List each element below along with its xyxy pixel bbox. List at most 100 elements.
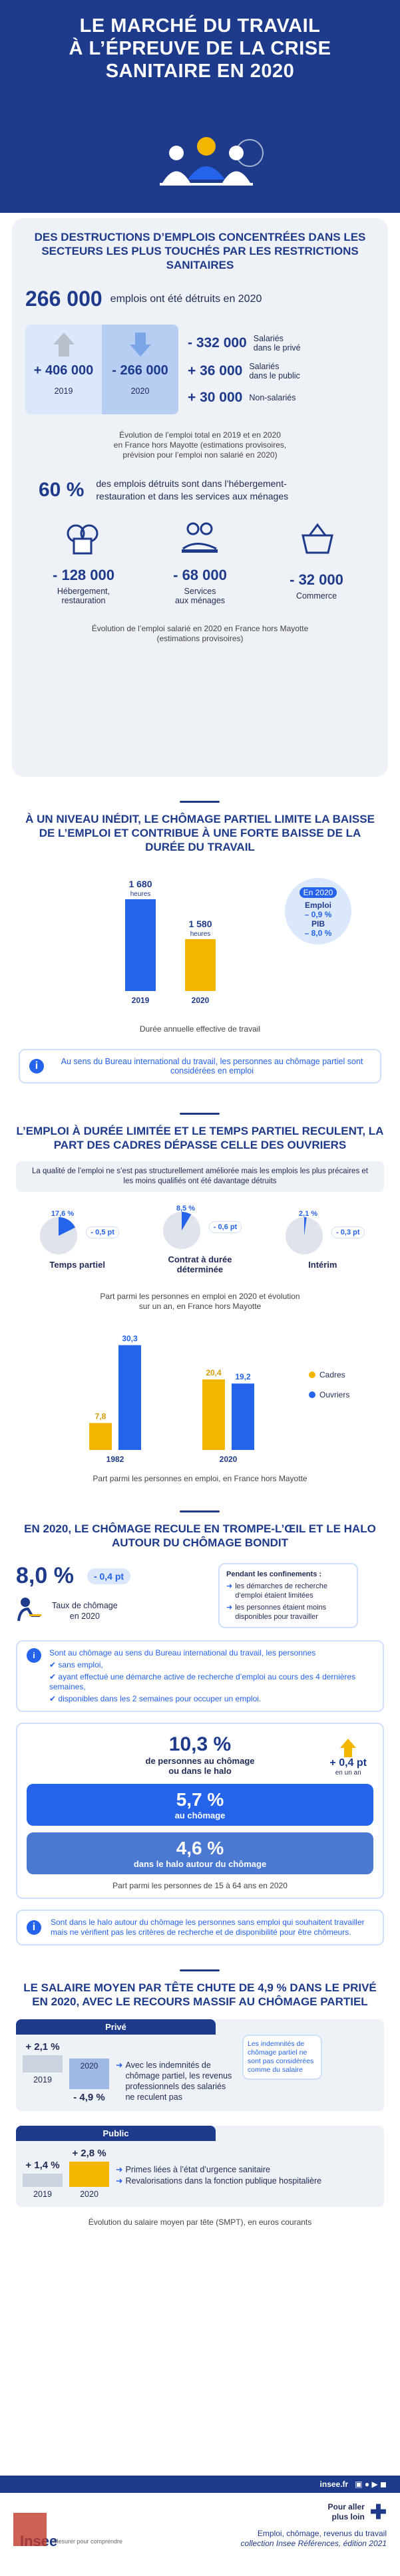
- gdp-circle: En 2020 Emploi – 0,9 % PIB – 8,0 %: [285, 878, 351, 944]
- hours-bar: [185, 939, 216, 991]
- occ-year: 1982: [106, 1455, 124, 1464]
- hours-year: 2019: [132, 996, 150, 1005]
- divider: [180, 801, 220, 803]
- share-pct: 60 %: [39, 479, 85, 501]
- site-link[interactable]: insee.fr: [319, 2480, 349, 2489]
- halo-info-box: i Sont dans le halo autour du chômage le…: [16, 1910, 384, 1945]
- sector-services: - 68 000 Services aux ménages: [173, 567, 227, 605]
- occ-year: 2020: [220, 1455, 238, 1464]
- pie-temps-partiel: 17,6 % - 0,5 pt Temps partiel: [27, 1209, 127, 1270]
- pie-percent: 17,6 %: [51, 1210, 74, 1218]
- pie-percent: 2,1 %: [299, 1210, 317, 1218]
- legend-swatch-ouvriers: [309, 1391, 315, 1398]
- person-desk-icon: [17, 1598, 41, 1622]
- share-text: des emplois détruits sont dans l’héberge…: [96, 478, 289, 501]
- hero-banner: LE MARCHÉ DU TRAVAIL À L’ÉPREUVE DE LA C…: [0, 0, 400, 213]
- hours-value: 1 580: [188, 919, 212, 929]
- value-2019: + 406 000: [33, 363, 94, 378]
- chomage-bar: 5,7 % au chômage: [27, 1784, 373, 1826]
- wage-2019: + 2,1 % 2019: [23, 2041, 63, 2084]
- breakdown-list: - 332 000 Salariés dans le privé + 36 000 S…: [188, 333, 301, 405]
- section-title: EN 2020, LE CHÔMAGE RECULE EN TROMPE-L’Œ…: [24, 1522, 376, 1549]
- wage-note: Évolution du salaire moyen par tête (SMP…: [88, 2218, 312, 2227]
- side-note: Les indemnités de chômage partiel ne son…: [242, 2035, 322, 2080]
- arrow-right-icon: ➜: [116, 2061, 123, 2070]
- public-2019: + 1,4 % 2019: [23, 2160, 63, 2199]
- hours-year: 2020: [192, 996, 210, 1005]
- arrow-down-icon: [129, 345, 151, 357]
- info-icon: i: [29, 1059, 44, 1073]
- halo-delta: + 0,4 pt en un an: [329, 1739, 367, 1777]
- public-block: Public + 1,4 % 2019 + 2,8 % 2020 ➜ Primes…: [16, 2126, 384, 2207]
- plus-icon: ✚: [369, 2501, 387, 2523]
- pie-slice: [59, 1216, 76, 1236]
- pie-slice: [304, 1216, 307, 1236]
- pie-note: Part parmi les personnes en emploi en 20…: [100, 1292, 300, 1311]
- value-2020: - 266 000: [112, 363, 168, 378]
- halo-bar: 4,6 % dans le halo autour du chômage: [27, 1832, 373, 1874]
- hours-caption: Durée annuelle effective de travail: [139, 1024, 261, 1034]
- pie-chart: 2,1 %: [286, 1210, 323, 1254]
- divider: [180, 1113, 220, 1115]
- unemployment-rate: 8,0 %: [16, 1563, 74, 1588]
- page-title: LE MARCHÉ DU TRAVAIL À L’ÉPREUVE DE LA C…: [69, 15, 331, 82]
- section-employment: DES DESTRUCTIONS D’EMPLOIS CONCENTRÉES D…: [12, 218, 388, 777]
- sector-icons: [25, 519, 375, 559]
- footer-body: Insee Mesurer pour comprendre Pour aller…: [0, 2493, 400, 2576]
- further-reading[interactable]: Pour aller plus loin ✚ Emploi, chômage, re…: [240, 2501, 387, 2548]
- sector-commerce: - 32 000 Commerce: [290, 571, 343, 601]
- private-explanation: ➜ Avec les indemnités de chômage partiel,…: [116, 2061, 232, 2102]
- footer-bar: insee.fr ▣ ● ▶ ◼: [0, 2476, 400, 2493]
- rate-block: 8,0 % - 0,4 pt Taux de chômage en 2020: [16, 1563, 209, 1626]
- basket-icon: [301, 523, 334, 554]
- social-icons[interactable]: ▣ ● ▶ ◼: [355, 2480, 387, 2489]
- section-title: LE SALAIRE MOYEN PAR TÊTE CHUTE DE 4,9 %…: [23, 1981, 377, 2008]
- section-title: À UN NIVEAU INÉDIT, LE CHÔMAGE PARTIEL L…: [25, 813, 375, 853]
- section-job-quality: L’EMPLOI À DURÉE LIMITÉE ET LE TEMPS PAR…: [0, 1115, 400, 1484]
- public-2020: + 2,8 % 2020: [69, 2148, 109, 2199]
- info-icon: i: [27, 1648, 41, 1663]
- occ-bar: [232, 1383, 254, 1450]
- sector-note: Évolution de l’emploi salarié en 2020 en…: [91, 624, 309, 643]
- arrow-right-icon: ➜: [226, 1604, 233, 1612]
- destroyed-jobs-number: 266 000: [25, 287, 102, 311]
- pie-chart: 17,6 %: [40, 1210, 78, 1254]
- section-title: L’EMPLOI À DURÉE LIMITÉE ET LE TEMPS PAR…: [16, 1125, 384, 1151]
- people-virus-icon: [160, 137, 264, 186]
- yearly-boxes: + 406 000 2019 - 266 000 2020: [25, 325, 178, 414]
- private-block: Privé + 2,1 % 2019 2020 - 4,9 % ➜ Avec le…: [16, 2019, 384, 2111]
- hours-unit: heures: [190, 930, 211, 938]
- divider: [180, 1510, 220, 1512]
- occ-value: 19,2: [235, 1372, 251, 1381]
- halo-box: 10,3 % de personnes au chômage ou dans le…: [16, 1723, 384, 1899]
- arrow-up-icon: [340, 1739, 357, 1748]
- hours-unit: heures: [130, 891, 151, 898]
- legend: Cadres Ouvriers: [309, 1370, 349, 1399]
- occ-bar: [118, 1345, 141, 1450]
- sector-hebergement: - 128 000 Hébergement, restauration: [53, 567, 114, 605]
- pie-slice: [181, 1212, 192, 1230]
- occupation-bar-chart: 7,8 30,3 1982 20,4 19,2 2020: [89, 1334, 254, 1464]
- occ-value: 30,3: [122, 1334, 138, 1343]
- arrow-up-icon: [53, 333, 75, 345]
- legend-swatch-cadres: [309, 1371, 315, 1378]
- employment-note: Évolution de l’emploi total en 2019 et e…: [113, 430, 287, 460]
- pie-interim: 2,1 % - 0,3 pt Intérim: [273, 1209, 373, 1270]
- pie-percent: 8,5 %: [176, 1205, 195, 1213]
- info-icon: i: [27, 1920, 41, 1935]
- section-wages: LE SALAIRE MOYEN PAR TÊTE CHUTE DE 4,9 %…: [0, 1971, 400, 2227]
- divider: [180, 1969, 220, 1971]
- footer: insee.fr ▣ ● ▶ ◼ Insee Mesurer pour comp…: [0, 2476, 400, 2576]
- rate-delta: - 0,4 pt: [87, 1568, 131, 1584]
- pie-cdd: 8,5 % - 0,6 pt Contrat à durée déterminée: [150, 1204, 250, 1274]
- section-partial-unemployment: À UN NIVEAU INÉDIT, LE CHÔMAGE PARTIEL L…: [0, 803, 400, 1083]
- arrow-right-icon: ➜: [116, 2176, 123, 2186]
- occ-value: 7,8: [95, 1411, 106, 1421]
- bit-definition-box: i Sont au chômage au sens du Bureau inte…: [16, 1640, 384, 1712]
- hours-value: 1 680: [128, 879, 152, 889]
- info-box: i Au sens du Bureau international du tra…: [19, 1049, 381, 1083]
- sector-values: - 128 000 Hébergement, restauration - 68 0…: [25, 567, 375, 605]
- box-2019: + 406 000 2019: [25, 325, 102, 414]
- section-unemployment: EN 2020, LE CHÔMAGE RECULE EN TROMPE-L’Œ…: [0, 1512, 400, 1945]
